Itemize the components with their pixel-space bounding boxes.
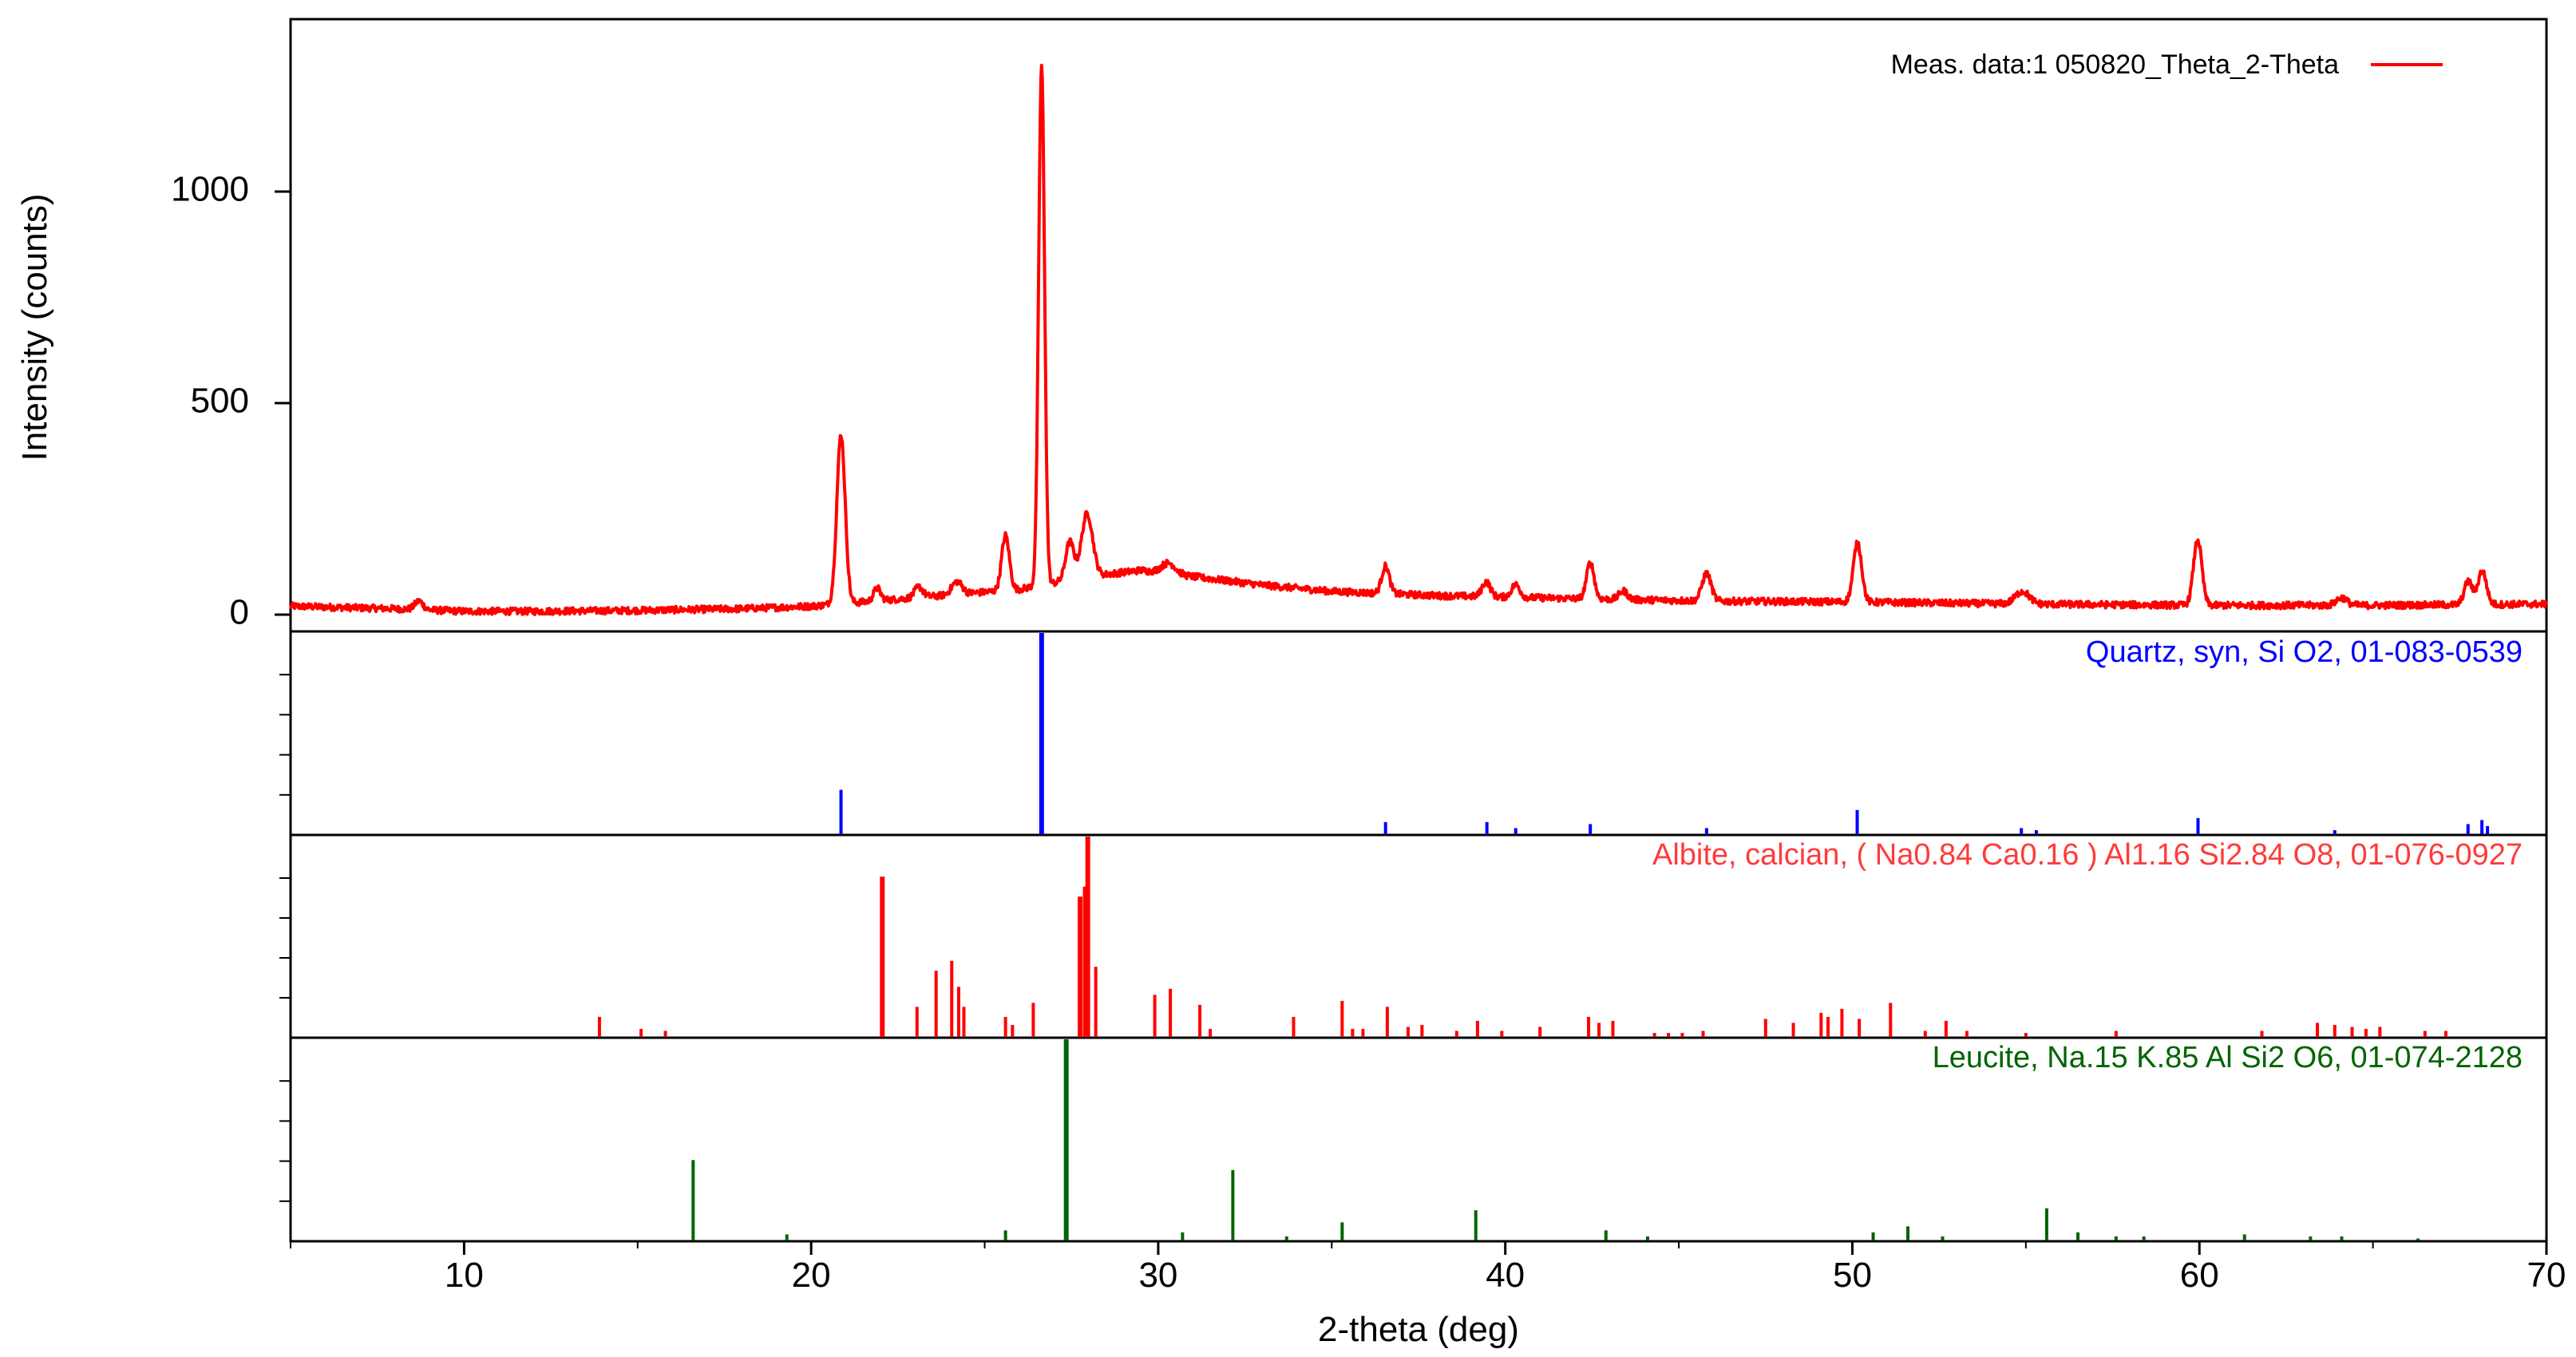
x-tick-label: 30: [1138, 1256, 1177, 1295]
y-axis-title: Intensity (counts): [15, 193, 54, 461]
y-tick-label: 0: [230, 593, 249, 632]
y-tick-label: 500: [191, 382, 249, 421]
x-axis-title: 2-theta (deg): [1318, 1310, 1519, 1349]
axis-ticks: [275, 190, 2548, 1255]
ref-label-leucite: Leucite, Na.15 K.85 Al Si2 O6, 01-074-21…: [1933, 1041, 2523, 1074]
x-tick-label: 60: [2180, 1256, 2219, 1295]
pattern-3-frame: [289, 1036, 2548, 1243]
x-tick-label: 10: [445, 1256, 484, 1295]
meas-data-line: [289, 63, 2548, 616]
ref-label-quartz: Quartz, syn, Si O2, 01-083-0539: [2086, 635, 2523, 669]
x-tick-label: 20: [792, 1256, 831, 1295]
x-tick-label: 50: [1833, 1256, 1872, 1295]
x-tick-label: 70: [2527, 1256, 2566, 1295]
main-plot-frame: [289, 18, 2548, 633]
legend-entry-label: Meas. data:1 050820_Theta_2-Theta: [1891, 49, 2339, 80]
y-tick-label: 1000: [171, 170, 249, 209]
x-tick-label: 40: [1486, 1256, 1525, 1295]
ref-label-albite: Albite, calcian, ( Na0.84 Ca0.16 ) Al1.1…: [1652, 838, 2523, 872]
reference-sticks: [597, 633, 2490, 1240]
